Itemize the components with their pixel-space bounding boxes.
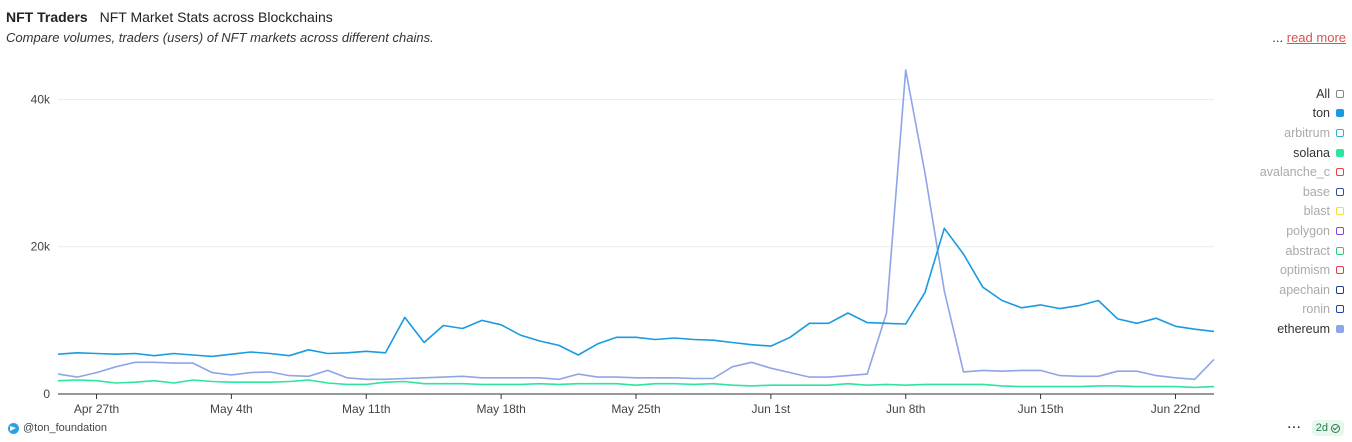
refresh-interval: 2d <box>1315 422 1328 434</box>
legend-item-ronin[interactable]: ronin <box>1214 300 1344 320</box>
legend-item-solana[interactable]: solana <box>1214 143 1344 163</box>
legend-item-apechain[interactable]: apechain <box>1214 280 1344 300</box>
legend-label: ton <box>1312 106 1330 121</box>
x-tick-label: May 4th <box>210 402 253 416</box>
legend-label: apechain <box>1279 282 1330 297</box>
read-more-container: ... read more <box>1272 30 1346 45</box>
legend-swatch <box>1336 207 1344 216</box>
x-tick-label: May 25th <box>611 402 660 416</box>
legend-item-polygon[interactable]: polygon <box>1214 221 1344 241</box>
legend-label: ethereum <box>1277 321 1330 336</box>
legend-swatch <box>1336 266 1344 275</box>
legend-label: avalanche_c <box>1259 165 1330 180</box>
legend-item-abstract[interactable]: abstract <box>1214 241 1344 261</box>
x-tick-label: Jun 22nd <box>1151 402 1200 416</box>
legend-label: arbitrum <box>1284 125 1330 140</box>
legend-swatch <box>1336 226 1344 235</box>
check-circle-icon <box>1331 423 1340 433</box>
more-options-icon[interactable]: ··· <box>1287 422 1302 434</box>
x-tick-label: May 11th <box>342 402 390 416</box>
legend-item-All[interactable]: All <box>1214 84 1344 104</box>
legend-swatch <box>1336 187 1344 196</box>
legend-swatch <box>1336 285 1344 294</box>
x-tick-label: Jun 15th <box>1018 402 1064 416</box>
ellipsis: ... <box>1272 30 1284 45</box>
legend-item-ethereum[interactable]: ethereum <box>1214 319 1344 339</box>
x-tick-label: Jun 1st <box>752 402 791 416</box>
series-line-solana <box>57 379 1215 389</box>
legend-swatch <box>1336 89 1344 98</box>
legend-label: blast <box>1303 204 1330 219</box>
legend-item-base[interactable]: base <box>1214 182 1344 202</box>
legend-label: abstract <box>1285 243 1330 258</box>
read-more-link[interactable]: read more <box>1286 30 1346 45</box>
x-tick-label: Apr 27th <box>74 402 119 416</box>
source-handle[interactable]: @ton_foundation <box>23 422 107 434</box>
y-tick-label: 0 <box>43 387 50 401</box>
legend-label: optimism <box>1279 263 1330 278</box>
legend-swatch <box>1336 148 1344 157</box>
refresh-badge[interactable]: 2d <box>1311 420 1344 436</box>
source-attribution: @ton_foundation <box>8 422 107 434</box>
legend-swatch <box>1336 246 1344 255</box>
legend-swatch <box>1336 128 1344 137</box>
legend-swatch <box>1336 305 1344 314</box>
legend-item-arbitrum[interactable]: arbitrum <box>1214 123 1344 143</box>
line-chart: 0 20k 40k Apr 27th May 4th May 11th May 18th Ma… <box>31 69 1215 416</box>
y-tick-label: 20k <box>31 240 51 254</box>
x-tick-label: Jun 8th <box>886 402 925 416</box>
legend-item-avalanche-c[interactable]: avalanche_c <box>1214 162 1344 182</box>
legend-label: polygon <box>1286 223 1330 238</box>
telegram-icon <box>8 422 19 434</box>
x-tick-label: May 18th <box>476 402 525 416</box>
legend-label: All <box>1316 86 1330 101</box>
legend-swatch <box>1336 324 1344 333</box>
chart-header: NFT Traders NFT Market Stats across Bloc… <box>6 8 1352 52</box>
chart-description: Compare volumes, traders (users) of NFT … <box>6 30 434 45</box>
legend-item-blast[interactable]: blast <box>1214 202 1344 222</box>
legend-swatch <box>1336 168 1344 177</box>
legend-item-ton[interactable]: ton <box>1214 104 1344 124</box>
chart-subtitle: NFT Market Stats across Blockchains <box>99 9 333 25</box>
legend-label: solana <box>1293 145 1330 160</box>
legend-label: base <box>1302 184 1330 199</box>
series-line-ton <box>57 227 1215 358</box>
chart-title: NFT Traders <box>6 9 88 25</box>
legend-item-optimism[interactable]: optimism <box>1214 260 1344 280</box>
legend-label: ronin <box>1302 302 1330 317</box>
series-line-ethereum <box>57 69 1215 381</box>
y-tick-label: 40k <box>31 92 51 106</box>
legend-swatch <box>1336 109 1344 118</box>
chart-actions: ··· 2d <box>1288 420 1344 436</box>
